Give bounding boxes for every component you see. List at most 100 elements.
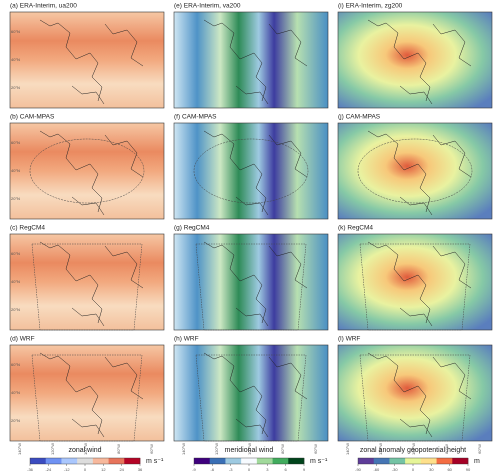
colorbar-segment xyxy=(420,458,437,464)
domain-outline xyxy=(359,243,471,331)
lon-label: 100°W xyxy=(411,443,416,455)
map-field xyxy=(9,11,165,109)
lon-label: 80°W xyxy=(280,444,285,454)
colorbar-tick-label: 9 xyxy=(303,467,306,472)
coastline xyxy=(367,352,472,438)
colorbar-segment xyxy=(30,458,47,464)
lon-label: 80°W xyxy=(116,444,121,454)
map-field xyxy=(173,233,329,331)
coastline xyxy=(39,241,144,327)
lon-label: 140°W xyxy=(345,443,350,455)
lat-label: 60°N xyxy=(11,29,20,34)
colorbar-tick-label: 12 xyxy=(101,467,106,472)
lon-label: 140°W xyxy=(181,443,186,455)
colorbar-tick-label: -90 xyxy=(355,467,362,472)
coastline xyxy=(367,130,472,216)
colorbar-label: zonal anomaly geopotential height xyxy=(360,447,466,454)
colorbar-segment xyxy=(389,458,406,464)
lat-label: 20°N xyxy=(11,85,20,90)
coastline xyxy=(203,130,308,216)
colorbar-segment xyxy=(373,458,390,464)
colorbar-tick-label: 3 xyxy=(266,467,269,472)
map-field xyxy=(9,122,165,220)
lat-label: 40°N xyxy=(11,168,20,173)
lat-label: 40°N xyxy=(11,390,20,395)
panel-title: (d) WRF xyxy=(10,336,35,343)
colorbar-unit: m xyxy=(474,458,480,465)
lon-label: 100°W xyxy=(247,443,252,455)
coastline xyxy=(39,130,144,216)
panel-title: (f) CAM-MPAS xyxy=(174,114,217,121)
lon-label: 120°W xyxy=(214,443,219,455)
colorbar-tick-label: 30 xyxy=(429,467,434,472)
lon-label: 80°W xyxy=(444,444,449,454)
coastline xyxy=(367,241,472,327)
colorbar-tick-label: 36 xyxy=(138,467,143,472)
colorbar-tick-label: 6 xyxy=(285,467,288,472)
panel-title: (e) ERA-Interim, va200 xyxy=(174,3,241,10)
colorbar-unit: m s⁻¹ xyxy=(146,458,164,465)
colorbar-tick-label: -60 xyxy=(373,467,380,472)
domain-outline xyxy=(193,138,309,204)
lon-label: 60°W xyxy=(149,444,154,454)
colorbar-label: meridional wind xyxy=(225,447,274,454)
panel-title: (g) RegCM4 xyxy=(174,225,210,232)
domain-outline xyxy=(29,138,145,204)
map-field xyxy=(337,344,493,442)
colorbar-tick-label: 0 xyxy=(84,467,87,472)
colorbar-label: zonal wind xyxy=(68,447,101,454)
map-field xyxy=(9,344,165,442)
colorbar-segment xyxy=(108,458,125,464)
lat-label: 20°N xyxy=(11,418,20,423)
panel-title: (a) ERA-Interim, ua200 xyxy=(10,3,77,10)
lat-label: 40°N xyxy=(11,57,20,62)
coastline xyxy=(39,19,144,105)
coastline xyxy=(203,19,308,105)
panel-title: (h) WRF xyxy=(174,336,199,343)
lat-label: 60°N xyxy=(11,251,20,256)
map-field xyxy=(173,11,329,109)
panel-title: (j) CAM-MPAS xyxy=(338,114,381,121)
map-field xyxy=(337,11,493,109)
domain-outline xyxy=(31,243,143,331)
panel-title: (b) CAM-MPAS xyxy=(10,114,55,121)
colorbar-tick-label: -9 xyxy=(192,467,196,472)
colorbar-tick-label: 90 xyxy=(466,467,471,472)
colorbar-segment xyxy=(92,458,109,464)
colorbar-segment xyxy=(405,458,422,464)
colorbar-tick-label: -24 xyxy=(45,467,52,472)
coastline xyxy=(367,19,472,105)
panel-title: (k) RegCM4 xyxy=(338,225,373,232)
colorbar-tick-label: 24 xyxy=(119,467,124,472)
lon-label: 60°W xyxy=(313,444,318,454)
domain-outline xyxy=(357,138,473,204)
domain-outline xyxy=(195,243,307,331)
lon-label: 120°W xyxy=(378,443,383,455)
panel-title: (i) ERA-Interim, zg200 xyxy=(338,3,403,10)
coastline xyxy=(39,352,144,438)
colorbar-segment xyxy=(256,458,273,464)
colorbar-segment xyxy=(77,458,94,464)
colorbar-unit: m s⁻¹ xyxy=(310,458,328,465)
colorbar-segment xyxy=(124,458,141,464)
lat-label: 20°N xyxy=(11,307,20,312)
panel-title: (c) RegCM4 xyxy=(10,225,45,232)
colorbar-segment xyxy=(209,458,226,464)
colorbar-segment xyxy=(241,458,258,464)
map-field xyxy=(173,122,329,220)
lat-label: 40°N xyxy=(11,279,20,284)
coastline xyxy=(203,241,308,327)
colorbar-segment xyxy=(61,458,78,464)
map-field xyxy=(173,344,329,442)
lon-label: 100°W xyxy=(83,443,88,455)
domain-outline xyxy=(359,354,471,442)
lon-label: 120°W xyxy=(50,443,55,455)
colorbar-segment xyxy=(45,458,62,464)
lat-label: 20°N xyxy=(11,196,20,201)
colorbar-tick-label: 0 xyxy=(248,467,251,472)
colorbar-segment xyxy=(452,458,469,464)
map-field xyxy=(337,233,493,331)
domain-outline xyxy=(195,354,307,442)
lon-label: 140°W xyxy=(17,443,22,455)
